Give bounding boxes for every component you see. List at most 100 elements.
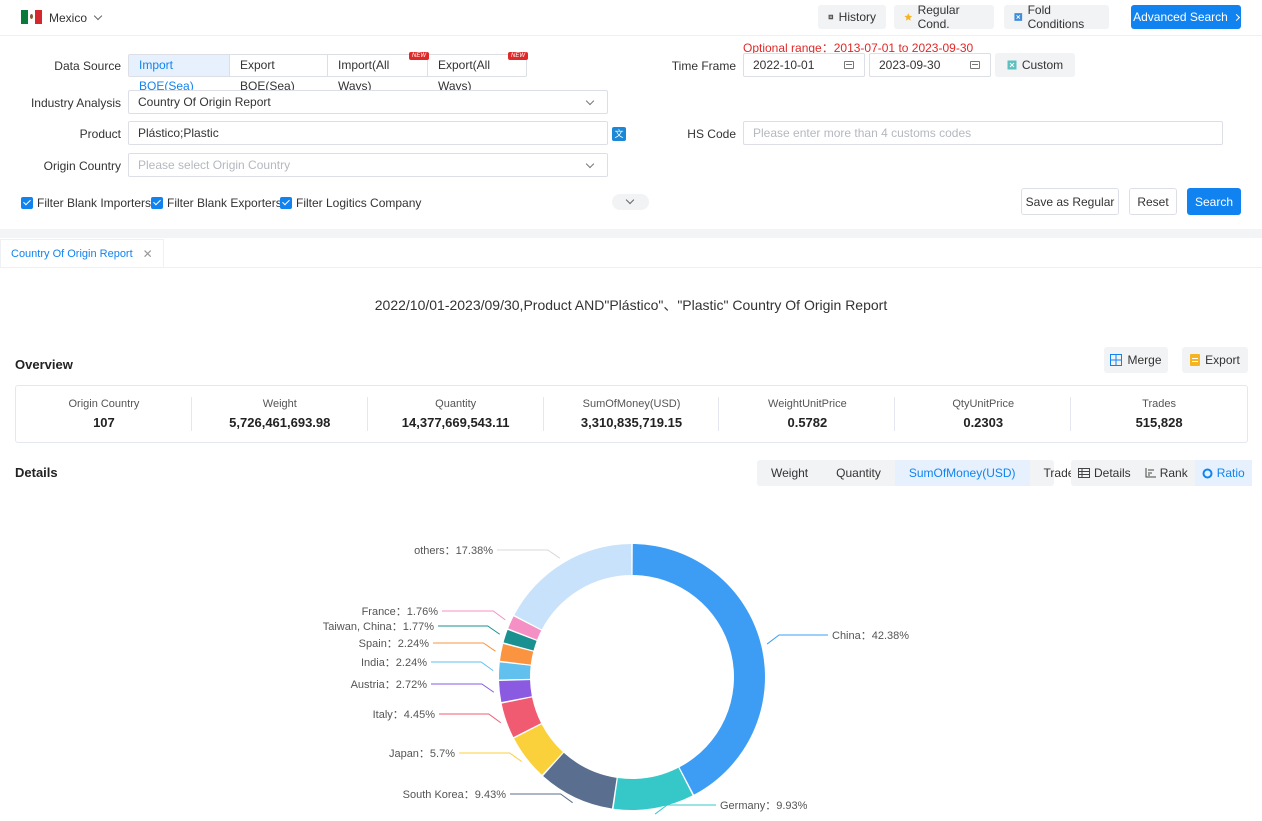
overview-label: WeightUnitPrice: [768, 398, 847, 410]
filter-blank-exporters-checkbox[interactable]: Filter Blank Exporters: [151, 196, 282, 210]
overview-value: 14,377,669,543.11: [401, 415, 510, 430]
label-leader-line: [433, 642, 496, 652]
close-icon[interactable]: ✕: [142, 246, 153, 261]
overview-value: 3,310,835,719.15: [580, 415, 683, 430]
pie-slice-others[interactable]: [514, 544, 632, 630]
pie-slice-south-korea[interactable]: [543, 752, 617, 809]
date-to-input[interactable]: 2023-09-30: [869, 53, 991, 77]
pie-slice-italy[interactable]: [501, 697, 542, 738]
label-leader-line: [438, 625, 501, 635]
industry-analysis-value: Country Of Origin Report: [138, 95, 271, 109]
date-from-value: 2022-10-01: [753, 58, 815, 72]
data-source-label-1: Export BOE(Sea): [240, 58, 295, 93]
product-label: Product: [79, 127, 121, 141]
view-rank[interactable]: Rank: [1138, 460, 1195, 486]
slice-label: India：2.24%: [361, 657, 427, 669]
slice-label: France：1.76%: [362, 606, 439, 618]
data-source-export-boe-sea[interactable]: Export BOE(Sea): [230, 55, 328, 93]
pie-slice-japan[interactable]: [514, 724, 563, 775]
slice-label: Italy：4.45%: [373, 709, 436, 721]
product-input[interactable]: Plástico;Plastic: [128, 121, 608, 145]
overview-value: 515,828: [1135, 415, 1183, 430]
slice-label: Austria：2.72%: [351, 679, 428, 691]
data-source-export-all-ways[interactable]: Export(All Ways) NEW: [428, 52, 528, 93]
history-icon: [828, 14, 834, 20]
fold-conditions-button[interactable]: Fold Conditions: [1004, 3, 1109, 31]
report-title: 2022/10/01-2023/09/30,Product AND"Plásti…: [374, 297, 888, 313]
date-from-input[interactable]: 2022-10-01: [743, 53, 865, 77]
view-ratio[interactable]: Ratio: [1194, 460, 1252, 486]
label-leader-line: [510, 793, 573, 804]
data-source-import-all-ways[interactable]: Import(All Ways) NEW: [328, 52, 429, 93]
filter-logistics-checkbox[interactable]: Filter Logitics Company: [280, 196, 421, 210]
merge-label: Merge: [1127, 353, 1162, 367]
label-leader-line: [442, 610, 506, 621]
data-source-import-boe-sea[interactable]: Import BOE(Sea): [129, 55, 230, 93]
history-button[interactable]: History: [818, 5, 886, 29]
data-source-label-3: Export(All Ways): [438, 58, 491, 93]
calendar-icon: [844, 61, 854, 69]
origin-country-placeholder: Please select Origin Country: [138, 158, 291, 172]
chevron-down-icon: [585, 159, 595, 169]
label-leader-line: [431, 661, 494, 672]
metric-sum-of-money[interactable]: SumOfMoney(USD): [894, 460, 1030, 486]
pie-slice-taiwan-china[interactable]: [503, 629, 537, 651]
translate-icon[interactable]: 文: [612, 127, 626, 141]
overview-label: Quantity: [435, 398, 477, 410]
search-button[interactable]: Search: [1187, 188, 1241, 215]
industry-analysis-select[interactable]: Country Of Origin Report: [128, 90, 608, 114]
hs-code-input[interactable]: Please enter more than 4 customs codes: [743, 121, 1223, 145]
mexico-flag-icon[interactable]: [21, 10, 42, 24]
filter-blank-importers-checkbox[interactable]: Filter Blank Importers: [21, 196, 151, 210]
data-source-selector: Import BOE(Sea) Export BOE(Sea) Import(A…: [128, 52, 528, 93]
view-details-label: Details: [1094, 466, 1131, 480]
save-as-regular-button[interactable]: Save as Regular: [1021, 188, 1119, 215]
pie-slice-france[interactable]: [508, 616, 542, 640]
metric-quantity[interactable]: Quantity: [836, 466, 881, 480]
overview-value: 5,726,461,693.98: [229, 415, 331, 430]
merge-button[interactable]: Merge: [1104, 347, 1168, 373]
view-rank-label: Rank: [1159, 466, 1188, 480]
time-frame-label: Time Frame: [671, 59, 736, 73]
chevron-right-icon: [1232, 13, 1240, 21]
fold-icon: [1014, 13, 1023, 21]
country-name: Mexico: [49, 11, 88, 25]
rank-icon: [1145, 468, 1156, 478]
slice-label: Taiwan, China：1.77%: [323, 621, 435, 633]
search-label: Search: [1194, 194, 1234, 209]
overview-label: Weight: [262, 398, 297, 410]
pie-slice-china[interactable]: [632, 544, 766, 795]
pie-slice-germany[interactable]: [613, 767, 693, 810]
pie-slice-spain[interactable]: [499, 643, 534, 665]
country-selector[interactable]: Mexico: [49, 11, 103, 25]
filter-exporters-label: Filter Blank Exporters: [167, 196, 282, 210]
origin-country-select[interactable]: Please select Origin Country: [128, 153, 608, 177]
export-button[interactable]: Export: [1182, 347, 1248, 373]
slice-label: China：42.38%: [832, 630, 909, 642]
expand-conditions-button[interactable]: [612, 194, 649, 210]
label-leader-line: [459, 752, 522, 762]
regular-cond-button[interactable]: Regular Cond.: [894, 3, 994, 31]
reset-button[interactable]: Reset: [1129, 188, 1177, 215]
slice-label: South Korea：9.43%: [403, 789, 507, 801]
ratio-donut-chart: China：42.38% Germany：9.93% South Korea：9.4…: [323, 544, 909, 815]
overview-label: QtyUnitPrice: [952, 398, 1015, 410]
fold-conditions-label: Fold Conditions: [1027, 3, 1085, 31]
pie-slice-austria[interactable]: [499, 680, 532, 703]
overview-value: 0.5782: [787, 415, 828, 430]
custom-range-button[interactable]: Custom: [995, 53, 1075, 77]
table-icon: [1078, 468, 1090, 478]
star-icon: [904, 13, 913, 21]
details-title: Details: [15, 465, 58, 480]
view-details[interactable]: Details: [1071, 460, 1138, 486]
tab-country-of-origin-report[interactable]: Country Of Origin Report ✕: [0, 239, 164, 267]
date-to-value: 2023-09-30: [879, 58, 941, 72]
overview-quantity: Quantity 14,377,669,543.11: [368, 386, 544, 442]
label-leader-line: [439, 713, 502, 724]
advanced-search-button[interactable]: Advanced Search: [1131, 5, 1241, 29]
pie-slice-india[interactable]: [499, 662, 531, 680]
chevron-down-icon: [585, 96, 595, 106]
history-label: History: [838, 10, 876, 24]
label-leader-line: [431, 683, 495, 693]
metric-weight[interactable]: Weight: [771, 466, 809, 480]
